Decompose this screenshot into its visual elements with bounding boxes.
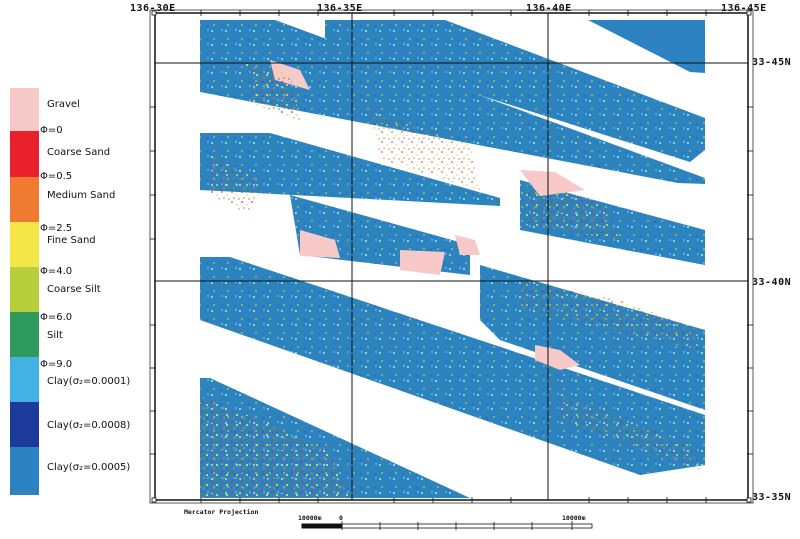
legend-label-medium-sand: Medium Sand: [47, 190, 116, 201]
legend-label-clay-0008: Clay(σ₂=0.0008): [47, 420, 131, 431]
survey-swath-1: [200, 20, 705, 184]
phi-label-4-0: Φ=4.0: [40, 266, 73, 277]
legend-label-coarse-silt: Coarse Silt: [47, 284, 101, 295]
legend-label-clay-0001: Clay(σ₂=0.0001): [47, 376, 131, 387]
gravel-patches: [270, 60, 585, 370]
scale-label-right: 10000m: [562, 514, 586, 522]
corner-markers: [151, 10, 752, 503]
longitude-label-136-45: 136-45E: [721, 3, 767, 14]
phi-label-6-0: Φ=6.0: [40, 312, 73, 323]
legend-label-coarse-sand: Coarse Sand: [47, 147, 111, 158]
legend-swatch-medium-sand: [10, 177, 39, 222]
longitude-label-136-40: 136-40E: [526, 3, 572, 14]
projection-label: Mercator Projection: [184, 508, 259, 516]
map-frame: [154, 12, 749, 501]
legend-swatch-gravel: [10, 88, 39, 131]
graticule: [155, 13, 748, 500]
latitude-label-33-40: 33-40N: [752, 277, 792, 288]
scale-label-left: 10000m: [298, 514, 322, 522]
phi-label-2-5: Φ=2.5: [40, 223, 73, 234]
survey-swath-7: [480, 265, 705, 410]
survey-swath-4: [200, 133, 500, 206]
legend-label-gravel: Gravel: [47, 99, 80, 110]
survey-swath-2: [325, 20, 705, 162]
scale-bar: [301, 521, 593, 530]
legend-swatch-silt: [10, 312, 39, 357]
latitude-label-33-35: 33-35N: [752, 492, 792, 503]
longitude-label-136-30: 136-30E: [130, 3, 176, 14]
legend-swatch-coarse-sand: [10, 131, 39, 177]
legend-swatch-clay-0005: [10, 447, 39, 495]
legend-label-clay-0005: Clay(σ₂=0.0005): [47, 462, 131, 473]
survey-swath-6: [200, 378, 470, 498]
legend-swatch-fine-sand: [10, 222, 39, 267]
survey-swath-3: [588, 20, 705, 73]
legend-label-fine-sand: Fine Sand: [47, 235, 96, 246]
phi-label-0-5: Φ=0.5: [40, 171, 73, 182]
sand-patches: [210, 62, 700, 470]
legend-swatch-clay-0001: [10, 357, 39, 402]
scale-label-zero: 0: [339, 514, 343, 522]
latitude-label-33-45: 33-45N: [752, 57, 792, 68]
legend-swatch-coarse-silt: [10, 267, 39, 312]
legend-swatch-clay-0008: [10, 402, 39, 447]
legend-label-silt: Silt: [47, 330, 63, 341]
phi-label-0: Φ=0: [40, 125, 63, 136]
survey-swath-8: [520, 180, 705, 265]
frame-ticks: [150, 10, 753, 503]
phi-label-9-0: Φ=9.0: [40, 359, 73, 370]
longitude-label-136-35: 136-35E: [317, 3, 363, 14]
